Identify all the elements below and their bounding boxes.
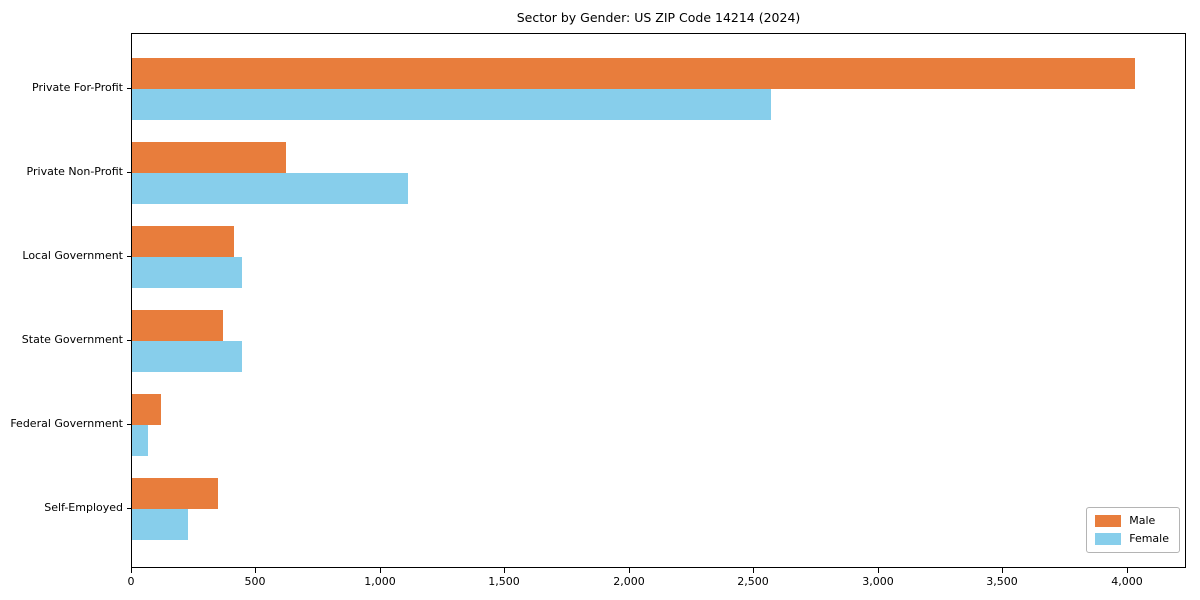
y-axis-label-state-government: State Government <box>21 333 123 346</box>
legend-label-female: Female <box>1129 532 1169 545</box>
x-tick-label: 2,500 <box>737 575 769 588</box>
bar-female-private-non-profit <box>132 173 408 204</box>
bar-female-federal-government <box>132 425 148 456</box>
bar-male-private-non-profit <box>132 142 286 173</box>
x-tick-mark <box>131 568 132 573</box>
x-tick-mark <box>878 568 879 573</box>
x-tick-label: 2,000 <box>613 575 645 588</box>
y-tick-mark <box>127 172 131 173</box>
bar-male-self-employed <box>132 478 218 509</box>
chart-title: Sector by Gender: US ZIP Code 14214 (202… <box>516 10 801 25</box>
x-tick-label: 1,500 <box>488 575 520 588</box>
y-axis-label-local-government: Local Government <box>22 249 123 262</box>
legend-item-male: Male <box>1095 514 1169 528</box>
y-axis-label-private-non-profit: Private Non-Profit <box>26 165 123 178</box>
x-tick-label: 500 <box>244 575 266 588</box>
x-tick-mark <box>753 568 754 573</box>
x-tick-label: 3,500 <box>986 575 1018 588</box>
y-axis-label-private-for-profit: Private For-Profit <box>32 81 123 94</box>
x-tick-mark <box>380 568 381 573</box>
x-tick-label: 0 <box>127 575 135 588</box>
bar-female-self-employed <box>132 509 188 540</box>
y-axis-label-federal-government: Federal Government <box>10 417 123 430</box>
x-tick-mark <box>1002 568 1003 573</box>
legend-swatch-female <box>1095 533 1122 545</box>
plot-area <box>131 33 1186 568</box>
y-tick-mark <box>127 340 131 341</box>
bar-female-private-for-profit <box>132 89 771 120</box>
bar-female-local-government <box>132 257 242 288</box>
x-tick-mark <box>504 568 505 573</box>
x-tick-label: 4,000 <box>1111 575 1143 588</box>
legend-label-male: Male <box>1129 514 1156 527</box>
x-tick-label: 1,000 <box>364 575 396 588</box>
legend-item-female: Female <box>1095 532 1169 546</box>
legend: Male Female <box>1086 507 1180 553</box>
y-tick-mark <box>127 88 131 89</box>
y-tick-mark <box>127 508 131 509</box>
x-tick-mark <box>1127 568 1128 573</box>
x-tick-mark <box>629 568 630 573</box>
bar-female-state-government <box>132 341 242 372</box>
bar-male-federal-government <box>132 394 161 425</box>
y-axis-label-self-employed: Self-Employed <box>44 501 123 514</box>
x-tick-mark <box>255 568 256 573</box>
y-tick-mark <box>127 256 131 257</box>
bar-male-private-for-profit <box>132 58 1135 89</box>
bar-male-local-government <box>132 226 234 257</box>
bar-male-state-government <box>132 310 223 341</box>
x-tick-label: 3,000 <box>862 575 894 588</box>
y-tick-mark <box>127 424 131 425</box>
legend-swatch-male <box>1095 515 1122 527</box>
